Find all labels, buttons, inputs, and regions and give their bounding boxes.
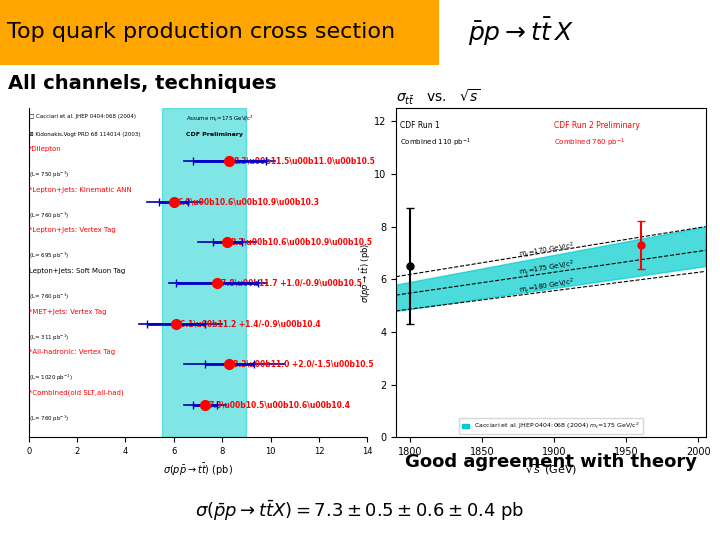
Text: *Lepton+Jets: Vertex Tag: *Lepton+Jets: Vertex Tag (29, 227, 115, 233)
Text: Combined 760 pb$^{-1}$: Combined 760 pb$^{-1}$ (554, 137, 626, 149)
Text: ⊠ Kidonakis,Vogt PRD 68 114014 (2003): ⊠ Kidonakis,Vogt PRD 68 114014 (2003) (29, 132, 140, 137)
Text: 6.0\u00b10.6\u00b10.9\u00b10.3: 6.0\u00b10.6\u00b10.9\u00b10.3 (177, 197, 320, 206)
Text: *MET+Jets: Vertex Tag: *MET+Jets: Vertex Tag (29, 308, 107, 315)
Bar (162, 108, 246, 437)
Y-axis label: $\sigma(p\bar{p}\rightarrow t\bar{t})$ (pb): $\sigma(p\bar{p}\rightarrow t\bar{t})$ (… (358, 242, 372, 303)
X-axis label: $\sigma(p\bar{p}\rightarrow t\bar{t})$ (pb): $\sigma(p\bar{p}\rightarrow t\bar{t})$ (… (163, 462, 233, 478)
Text: *All-hadronic: Vertex Tag: *All-hadronic: Vertex Tag (29, 349, 115, 355)
Text: (L= 311 pb$^{-1}$): (L= 311 pb$^{-1}$) (29, 333, 69, 343)
Text: (L= 750 pb$^{-1}$): (L= 750 pb$^{-1}$) (29, 170, 69, 180)
Text: (L= 760 pb$^{-1}$): (L= 760 pb$^{-1}$) (29, 414, 69, 424)
Text: Combined 110 pb$^{-1}$: Combined 110 pb$^{-1}$ (400, 137, 472, 149)
FancyBboxPatch shape (0, 0, 439, 65)
Text: All channels, techniques: All channels, techniques (8, 74, 276, 93)
Text: *Lepton+Jets: Kinematic ANN: *Lepton+Jets: Kinematic ANN (29, 187, 132, 193)
Text: CDF Run 1: CDF Run 1 (400, 121, 440, 130)
Text: 8.3\u00b11.0 +2.0/-1.5\u00b10.5: 8.3\u00b11.0 +2.0/-1.5\u00b10.5 (233, 360, 374, 369)
Text: 7.8\u00b11.7 +1.0/-0.9\u00b10.5: 7.8\u00b11.7 +1.0/-0.9\u00b10.5 (221, 278, 362, 287)
Text: m$_t$=180 GeV/c$^2$: m$_t$=180 GeV/c$^2$ (518, 276, 575, 298)
Text: □ Cacciari et al. JHEP 0404:068 (2004): □ Cacciari et al. JHEP 0404:068 (2004) (29, 114, 136, 119)
Text: 8.2\u00b10.6\u00b10.9\u00b10.5: 8.2\u00b10.6\u00b10.9\u00b10.5 (230, 238, 373, 247)
Text: $\sigma(\bar{p}p \rightarrow t\bar{t}X) = 7.3 \pm 0.5 \pm 0.6 \pm 0.4$ pb: $\sigma(\bar{p}p \rightarrow t\bar{t}X) … (195, 498, 525, 523)
Text: CDF Run 2 Preliminary: CDF Run 2 Preliminary (554, 121, 640, 130)
Text: $\bar{p}p \rightarrow t\bar{t}\, X$: $\bar{p}p \rightarrow t\bar{t}\, X$ (468, 16, 574, 49)
Legend: Cacciari et al. JHEP 0404:068 (2004) $m_t$=175 GeV/c$^2$: Cacciari et al. JHEP 0404:068 (2004) $m_… (459, 418, 643, 434)
Text: *Combined(old SLT,all-had): *Combined(old SLT,all-had) (29, 389, 123, 396)
Text: $\sigma_{t\bar{t}}$   vs.   $\sqrt{s}$: $\sigma_{t\bar{t}}$ vs. $\sqrt{s}$ (396, 87, 481, 107)
Text: 8.3\u00b11.5\u00b11.0\u00b10.5: 8.3\u00b11.5\u00b11.0\u00b10.5 (233, 157, 375, 165)
Text: (L= 1020 pb$^{-1}$): (L= 1020 pb$^{-1}$) (29, 373, 73, 383)
Text: Assume m$_t$=175 GeV/c$^2$: Assume m$_t$=175 GeV/c$^2$ (186, 114, 253, 124)
Text: m$_t$=175 GeV/c$^2$: m$_t$=175 GeV/c$^2$ (518, 258, 575, 279)
Text: CDF Preliminary: CDF Preliminary (186, 132, 243, 137)
Text: 7.3\u00b10.5\u00b10.6\u00b10.4: 7.3\u00b10.5\u00b10.6\u00b10.4 (209, 400, 351, 409)
Text: (L= 760 pb$^{-1}$): (L= 760 pb$^{-1}$) (29, 211, 69, 221)
Text: m$_t$=170 GeV/c$^2$: m$_t$=170 GeV/c$^2$ (518, 240, 575, 261)
Text: Good agreement with theory: Good agreement with theory (405, 453, 697, 471)
Text: 6.1\u00b11.2 +1.4/-0.9\u00b10.4: 6.1\u00b11.2 +1.4/-0.9\u00b10.4 (180, 319, 320, 328)
Text: (L= 760 pb$^{-1}$): (L= 760 pb$^{-1}$) (29, 292, 69, 302)
X-axis label: $\sqrt{s}$ (GeV): $\sqrt{s}$ (GeV) (525, 463, 577, 477)
Text: Lepton+Jets: Soft Muon Tag: Lepton+Jets: Soft Muon Tag (29, 268, 125, 274)
Text: (L= 695 pb$^{-1}$): (L= 695 pb$^{-1}$) (29, 251, 69, 261)
Text: Top quark production cross section: Top quark production cross section (7, 22, 395, 43)
Text: *Dilepton: *Dilepton (29, 146, 61, 152)
